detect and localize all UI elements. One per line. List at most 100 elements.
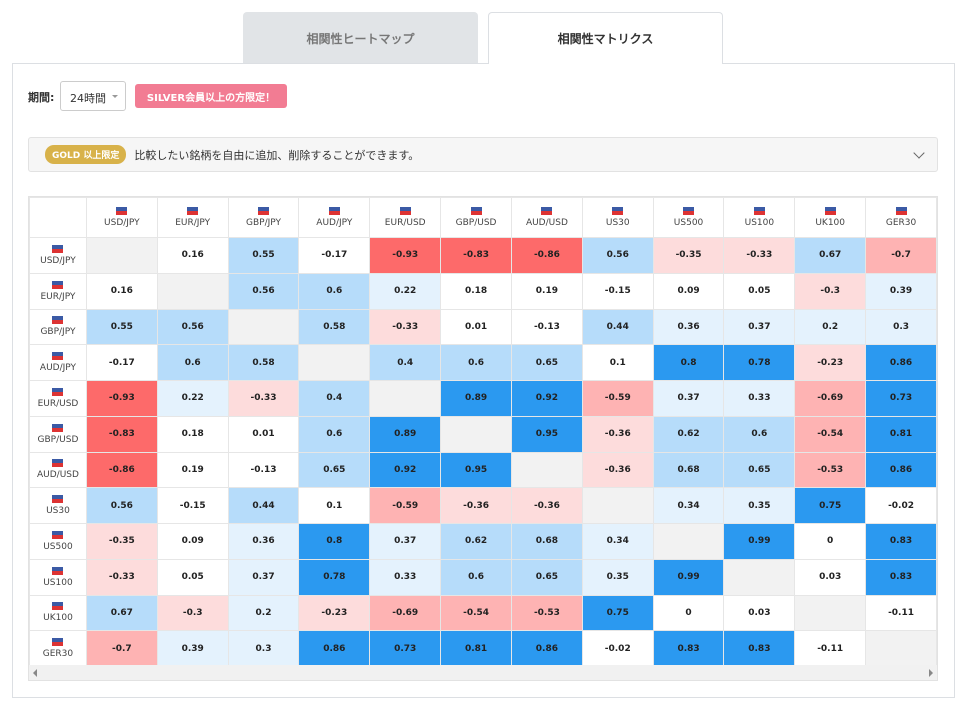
correlation-cell: 0.89	[440, 380, 512, 417]
row-header: UK100	[29, 594, 87, 632]
correlation-cell: 0.78	[723, 344, 796, 381]
correlation-cell: 0.6	[298, 415, 371, 453]
correlation-cell	[865, 630, 937, 667]
flag-icon	[753, 207, 765, 215]
correlation-cell: 0.99	[723, 523, 796, 560]
symbol-label: EUR/USD	[384, 218, 426, 228]
correlation-cell: 0.39	[156, 630, 229, 667]
correlation-cell: 0	[652, 594, 725, 632]
period-select[interactable]: 24時間	[60, 81, 126, 111]
flag-icon	[399, 207, 411, 215]
symbol-label: GBP/JPY	[40, 327, 76, 338]
correlation-cell: 0.58	[298, 308, 371, 346]
flag-icon	[895, 207, 907, 215]
corner	[29, 197, 87, 238]
symbol-label: AUD/JPY	[316, 218, 353, 228]
column-header: UK100	[794, 197, 867, 238]
flag-icon	[328, 207, 340, 215]
correlation-cell: -0.23	[298, 594, 371, 632]
chevron[interactable]	[913, 147, 925, 159]
correlation-cell: -0.59	[369, 487, 442, 524]
correlation-cell: -0.11	[865, 594, 937, 632]
flag-icon	[116, 207, 128, 215]
correlation-cell: 0.1	[581, 344, 654, 381]
correlation-cell: -0.33	[227, 380, 300, 417]
correlation-cell: -0.35	[85, 523, 158, 560]
correlation-cell: 0.34	[652, 487, 725, 524]
tab-active[interactable]: 相関性マトリクス	[488, 12, 723, 64]
correlation-cell: 0.18	[156, 415, 229, 453]
correlation-cell: -0.54	[440, 594, 512, 632]
symbol-label: GER30	[885, 218, 917, 228]
flag-icon	[541, 207, 553, 215]
column-header: GBP/JPY	[227, 197, 300, 238]
correlation-cell: -0.93	[85, 380, 158, 417]
correlation-cell: -0.13	[227, 451, 300, 489]
correlation-cell	[510, 451, 583, 489]
correlation-cell: 0.03	[794, 558, 867, 596]
correlation-cell: 0.2	[794, 308, 867, 346]
correlation-cell: 0.37	[369, 523, 442, 560]
correlation-cell: -0.7	[85, 630, 158, 667]
header-row: USD/JPY EUR/JPY GBP/JPY AUD/JPY EUR/USD GBP/U…	[29, 197, 937, 238]
correlation-cell: 0.1	[298, 487, 371, 524]
correlation-cell: 0.86	[865, 451, 937, 489]
correlation-cell: 0.16	[85, 272, 158, 310]
correlation-cell: 0	[794, 523, 867, 560]
correlation-cell: -0.86	[85, 451, 158, 489]
row-header: US30	[29, 487, 87, 524]
correlation-cell: 0.75	[581, 594, 654, 632]
correlation-cell: 0.89	[369, 415, 442, 453]
correlation-cell: 0.01	[227, 415, 300, 453]
symbol-label: AUD/JPY	[39, 363, 76, 374]
correlation-cell: 0.56	[581, 237, 654, 274]
column-header: AUD/JPY	[298, 197, 371, 238]
symbol-label: EUR/USD	[37, 398, 79, 409]
notice-bar[interactable]: GOLD 以上限定 比較したい銘柄を自由に追加、削除することができます。	[28, 137, 938, 172]
matrix-row: GBP/USD -0.83 0.18 0.01 0.6 0.89 0.95 -0.36 0.62…	[29, 415, 937, 453]
correlation-cell: 0.68	[510, 523, 583, 560]
correlation-cell: 0.8	[652, 344, 725, 381]
correlation-cell: -0.11	[794, 630, 867, 667]
flag-icon	[52, 530, 64, 539]
correlation-cell: 0.81	[865, 415, 937, 453]
correlation-cell: -0.54	[794, 415, 867, 453]
flag-icon	[612, 207, 624, 215]
correlation-cell	[440, 415, 512, 453]
correlation-cell: 0.6	[723, 415, 796, 453]
tab[interactable]: 相関性ヒートマップ	[243, 12, 478, 64]
correlation-cell: 0.22	[369, 272, 442, 310]
correlation-cell: -0.83	[85, 415, 158, 453]
correlation-cell: 0.4	[369, 344, 442, 381]
symbol-label: UK100	[815, 218, 845, 228]
symbol-label: US30	[46, 506, 70, 517]
symbol-label: EUR/JPY	[175, 218, 211, 228]
row-header: EUR/JPY	[29, 272, 87, 310]
flag-icon	[258, 207, 269, 215]
row-header: GBP/USD	[29, 415, 87, 453]
symbol-label: GBP/USD	[37, 434, 79, 445]
correlation-cell: 0.56	[85, 487, 158, 524]
correlation-cell: -0.36	[581, 415, 654, 453]
correlation-cell: 0.68	[652, 451, 725, 489]
correlation-cell: -0.36	[440, 487, 512, 524]
correlation-cell: 0.92	[369, 451, 442, 489]
correlation-cell: 0.83	[865, 558, 937, 596]
correlation-cell: 0.05	[723, 272, 796, 310]
correlation-cell: 0.39	[865, 272, 937, 310]
correlation-cell: 0.8	[298, 523, 371, 560]
correlation-cell: -0.69	[794, 380, 867, 417]
flag-icon	[52, 316, 64, 325]
flag-icon	[187, 207, 199, 215]
correlation-cell: 0.37	[652, 380, 725, 417]
column-header: US30	[581, 197, 654, 238]
scrollbar[interactable]	[29, 665, 937, 680]
matrix-row: UK100 0.67 -0.3 0.2 -0.23 -0.69 -0.54 -0.53 0.75…	[29, 594, 937, 632]
correlation-cell: -0.53	[794, 451, 867, 489]
flag-icon	[52, 352, 64, 361]
correlation-cell: 0.37	[227, 558, 300, 596]
correlation-cell: 0.95	[440, 451, 512, 489]
correlation-cell: 0.05	[156, 558, 229, 596]
symbol-label: EUR/JPY	[40, 291, 76, 302]
correlation-cell: 0.62	[440, 523, 512, 560]
